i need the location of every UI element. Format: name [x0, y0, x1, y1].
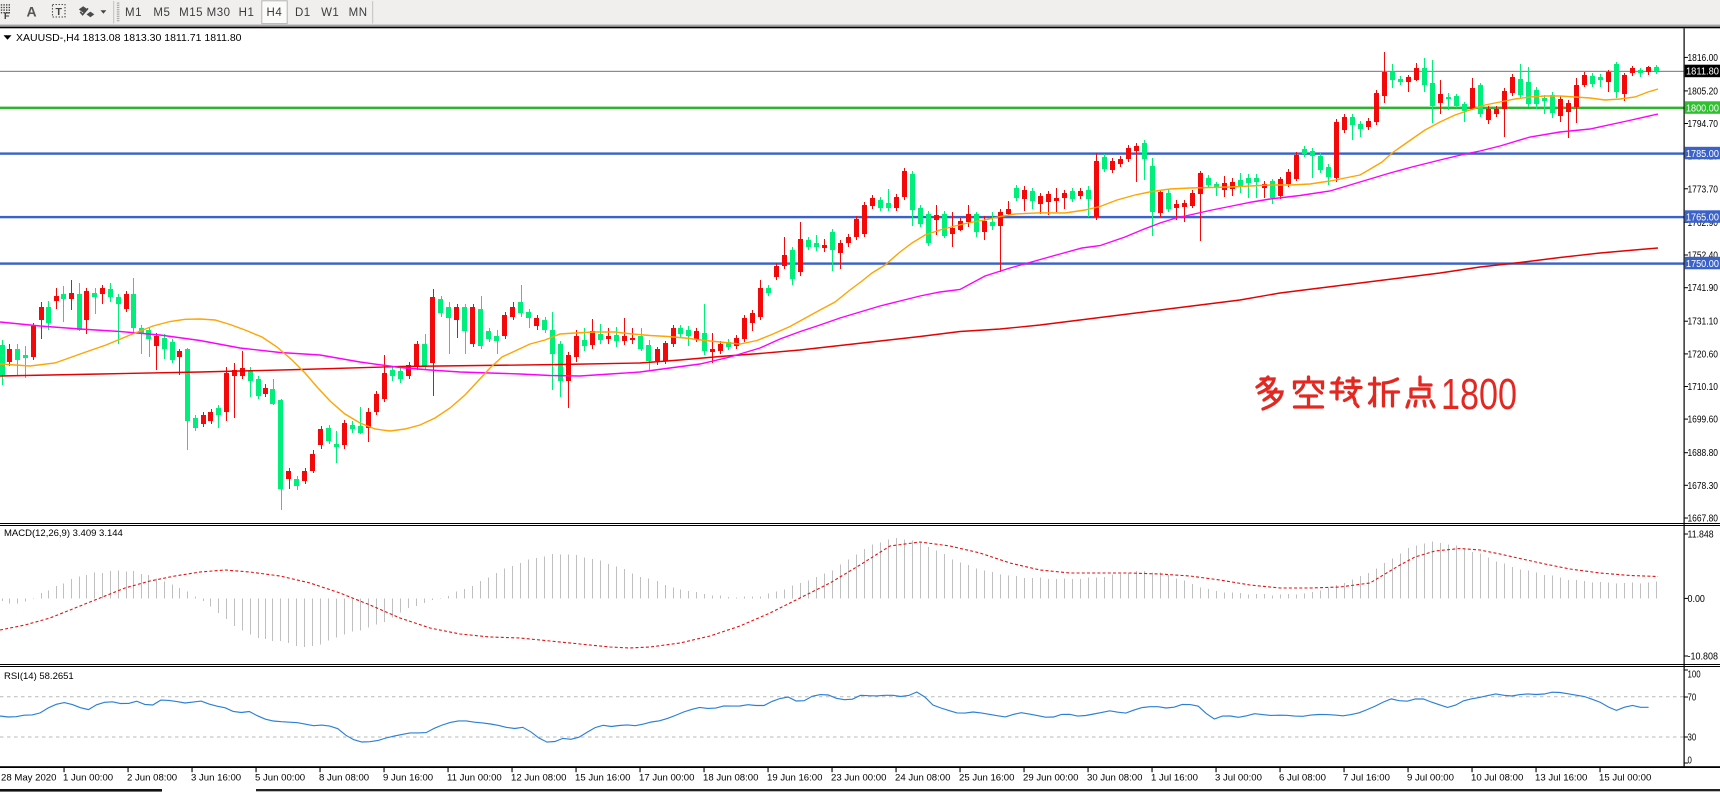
svg-text:24 Jun 08:00: 24 Jun 08:00	[895, 773, 950, 784]
svg-text:RSI(14) 58.2651: RSI(14) 58.2651	[4, 671, 74, 682]
svg-text:8 Jun 08:00: 8 Jun 08:00	[319, 773, 369, 784]
svg-text:1688.80: 1688.80	[1688, 448, 1719, 459]
svg-text:MN: MN	[349, 7, 368, 19]
svg-text:2 Jun 08:00: 2 Jun 08:00	[127, 773, 177, 784]
svg-text:1678.30: 1678.30	[1688, 481, 1719, 492]
svg-text:1 Jul 16:00: 1 Jul 16:00	[1151, 773, 1198, 784]
svg-text:1710.10: 1710.10	[1688, 382, 1719, 393]
svg-text:100: 100	[1688, 670, 1701, 681]
svg-text:F: F	[4, 11, 10, 21]
svg-text:70: 70	[1688, 693, 1697, 704]
svg-text:1731.10: 1731.10	[1688, 317, 1719, 328]
svg-text:9 Jul 00:00: 9 Jul 00:00	[1407, 773, 1454, 784]
svg-text:13 Jul 16:00: 13 Jul 16:00	[1535, 773, 1587, 784]
svg-text:30 Jun 08:00: 30 Jun 08:00	[1087, 773, 1142, 784]
svg-text:1741.90: 1741.90	[1688, 283, 1719, 294]
svg-text:M15: M15	[179, 7, 203, 19]
svg-text:1667.80: 1667.80	[1688, 514, 1719, 525]
svg-text:M30: M30	[207, 7, 231, 19]
svg-text:0: 0	[1688, 756, 1693, 767]
svg-text:3 Jul 00:00: 3 Jul 00:00	[1215, 773, 1262, 784]
svg-text:D1: D1	[295, 7, 311, 19]
svg-text:A: A	[27, 4, 37, 20]
svg-text:1762.90: 1762.90	[1688, 218, 1719, 229]
svg-text:5 Jun 00:00: 5 Jun 00:00	[255, 773, 305, 784]
svg-text:3 Jun 16:00: 3 Jun 16:00	[191, 773, 241, 784]
svg-text:12 Jun 08:00: 12 Jun 08:00	[511, 773, 566, 784]
svg-text:17 Jun 00:00: 17 Jun 00:00	[639, 773, 694, 784]
svg-text:15 Jul 00:00: 15 Jul 00:00	[1599, 773, 1651, 784]
svg-text:0.00: 0.00	[1688, 594, 1706, 605]
svg-text:11 Jun 00:00: 11 Jun 00:00	[447, 773, 502, 784]
svg-text:M1: M1	[125, 7, 142, 19]
svg-text:-10.808: -10.808	[1688, 652, 1719, 663]
svg-text:1752.40: 1752.40	[1688, 251, 1719, 262]
svg-text:1794.70: 1794.70	[1688, 119, 1719, 130]
svg-text:1773.70: 1773.70	[1688, 184, 1719, 195]
svg-text:H1: H1	[239, 7, 255, 19]
svg-text:H4: H4	[267, 7, 283, 19]
svg-text:1800.00: 1800.00	[1686, 103, 1719, 114]
svg-text:7 Jul 16:00: 7 Jul 16:00	[1343, 773, 1390, 784]
svg-text:23 Jun 00:00: 23 Jun 00:00	[831, 773, 886, 784]
svg-text:XAUUSD-,H4 1813.08 1813.30 18: XAUUSD-,H4 1813.08 1813.30 1811.71 1811.…	[16, 32, 242, 44]
svg-text:1816.00: 1816.00	[1688, 53, 1719, 64]
svg-text:1811.80: 1811.80	[1686, 67, 1719, 78]
svg-text:11.848: 11.848	[1688, 530, 1715, 541]
svg-text:1785.00: 1785.00	[1686, 149, 1719, 160]
svg-text:M5: M5	[153, 7, 170, 19]
svg-text:30: 30	[1688, 733, 1697, 744]
svg-text:1765.00: 1765.00	[1686, 212, 1719, 223]
svg-text:18 Jun 08:00: 18 Jun 08:00	[703, 773, 758, 784]
svg-text:1800: 1800	[1441, 370, 1517, 419]
svg-text:29 Jun 00:00: 29 Jun 00:00	[1023, 773, 1078, 784]
svg-text:1805.20: 1805.20	[1688, 86, 1719, 97]
svg-text:15 Jun 16:00: 15 Jun 16:00	[575, 773, 630, 784]
svg-text:10 Jul 08:00: 10 Jul 08:00	[1471, 773, 1523, 784]
svg-text:W1: W1	[321, 7, 339, 19]
svg-text:MACD(12,26,9) 3.409 3.144: MACD(12,26,9) 3.409 3.144	[4, 528, 123, 539]
svg-text:25 Jun 16:00: 25 Jun 16:00	[959, 773, 1014, 784]
svg-text:19 Jun 16:00: 19 Jun 16:00	[767, 773, 822, 784]
svg-text:1750.00: 1750.00	[1686, 259, 1719, 270]
svg-text:1720.60: 1720.60	[1688, 349, 1719, 360]
svg-text:1 Jun 00:00: 1 Jun 00:00	[63, 773, 113, 784]
svg-text:T: T	[56, 6, 63, 18]
svg-text:9 Jun 16:00: 9 Jun 16:00	[383, 773, 433, 784]
svg-text:1699.60: 1699.60	[1688, 415, 1719, 426]
svg-text:28 May 2020: 28 May 2020	[1, 773, 56, 784]
svg-text:6 Jul 08:00: 6 Jul 08:00	[1279, 773, 1326, 784]
